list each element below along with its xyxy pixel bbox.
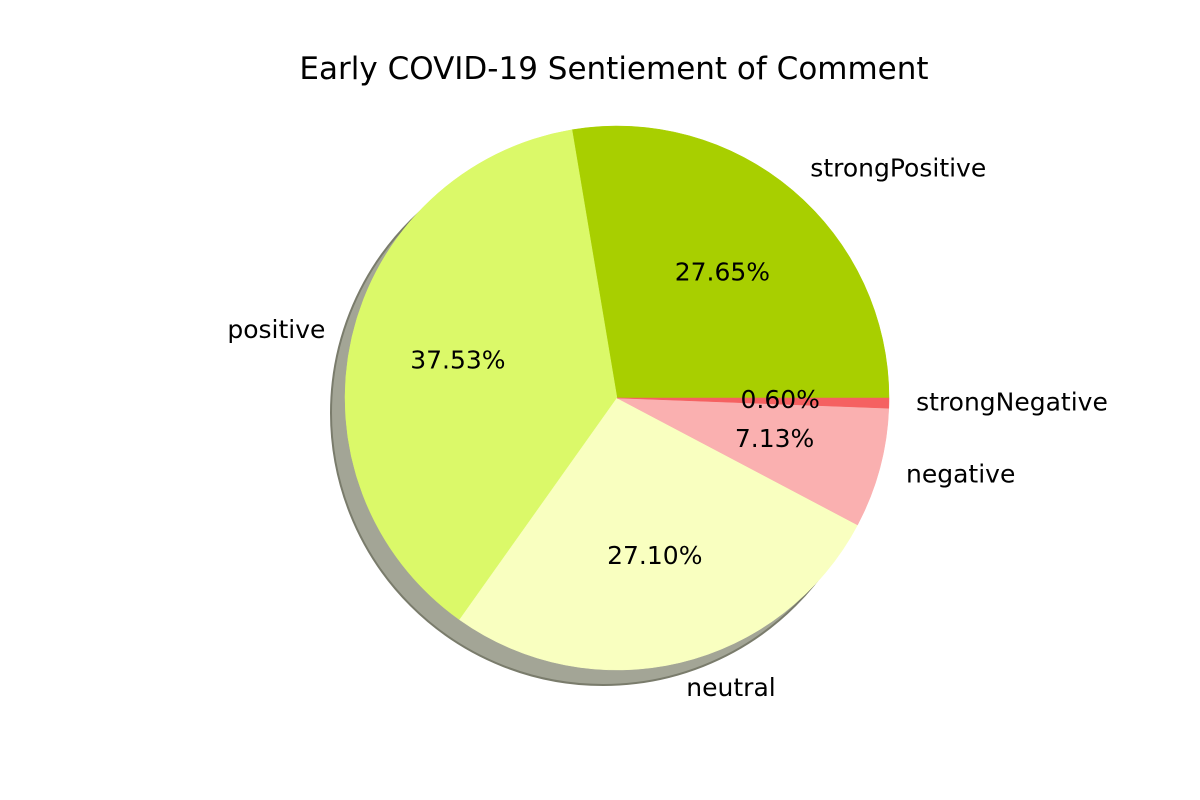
slice-pct-strong-negative: 0.60% — [740, 385, 819, 414]
slice-pct-positive: 37.53% — [410, 346, 505, 375]
slice-label-strong-negative: strongNegative — [916, 388, 1108, 417]
slice-label-positive: positive — [227, 315, 325, 344]
slice-pct-neutral: 27.10% — [607, 541, 702, 570]
slice-pct-strong-positive: 27.65% — [675, 257, 770, 286]
pie-slice-neutral — [459, 397, 858, 671]
pie-slices — [344, 125, 890, 671]
pie-slice-strong-positive — [571, 125, 890, 399]
slice-label-strong-positive: strongPositive — [810, 154, 986, 183]
slice-label-neutral: neutral — [686, 673, 775, 702]
chart-title: Early COVID-19 Sentiement of Comment — [299, 51, 928, 87]
pie-slice-strong-negative — [616, 397, 890, 409]
slice-label-negative: negative — [906, 459, 1015, 488]
slice-pct-negative: 7.13% — [735, 424, 814, 453]
pie-slice-negative — [616, 397, 890, 526]
pie-slice-positive — [344, 129, 618, 621]
pie-labels: strongPositive 27.65% positive 37.53% neutra… — [227, 154, 1108, 702]
